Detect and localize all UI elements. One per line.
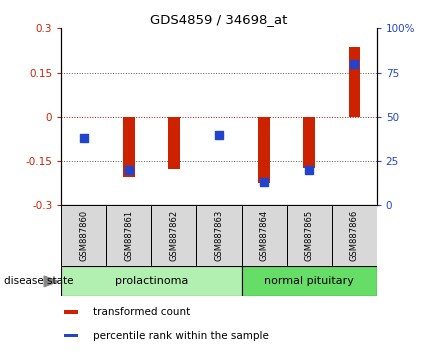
FancyBboxPatch shape [286, 205, 332, 266]
Point [215, 132, 223, 137]
Text: prolactinoma: prolactinoma [115, 275, 188, 286]
Bar [123, 117, 134, 177]
Point [351, 61, 358, 67]
Point [261, 179, 268, 185]
FancyBboxPatch shape [152, 205, 197, 266]
Text: percentile rank within the sample: percentile rank within the sample [93, 331, 269, 341]
Point [80, 135, 87, 141]
Title: GDS4859 / 34698_at: GDS4859 / 34698_at [150, 13, 288, 26]
Text: GSM887864: GSM887864 [260, 210, 268, 261]
Text: GSM887862: GSM887862 [170, 210, 178, 261]
Text: GSM887861: GSM887861 [124, 210, 134, 261]
Text: GSM887866: GSM887866 [350, 210, 359, 261]
Point [306, 167, 313, 173]
Text: normal pituitary: normal pituitary [264, 275, 354, 286]
Point [125, 167, 132, 173]
Text: transformed count: transformed count [93, 307, 190, 317]
FancyBboxPatch shape [61, 266, 241, 296]
Text: disease state: disease state [4, 276, 74, 286]
Bar [304, 117, 315, 169]
Bar [64, 334, 78, 337]
Bar [168, 117, 180, 169]
FancyBboxPatch shape [241, 205, 286, 266]
FancyBboxPatch shape [197, 205, 241, 266]
FancyBboxPatch shape [106, 205, 152, 266]
Text: GSM887863: GSM887863 [215, 210, 223, 261]
Bar [349, 47, 360, 117]
Text: GSM887860: GSM887860 [79, 210, 88, 261]
Bar [64, 310, 78, 314]
FancyBboxPatch shape [241, 266, 377, 296]
Bar [258, 117, 270, 183]
FancyBboxPatch shape [332, 205, 377, 266]
Text: GSM887865: GSM887865 [304, 210, 314, 261]
FancyBboxPatch shape [61, 205, 106, 266]
Polygon shape [44, 276, 58, 287]
